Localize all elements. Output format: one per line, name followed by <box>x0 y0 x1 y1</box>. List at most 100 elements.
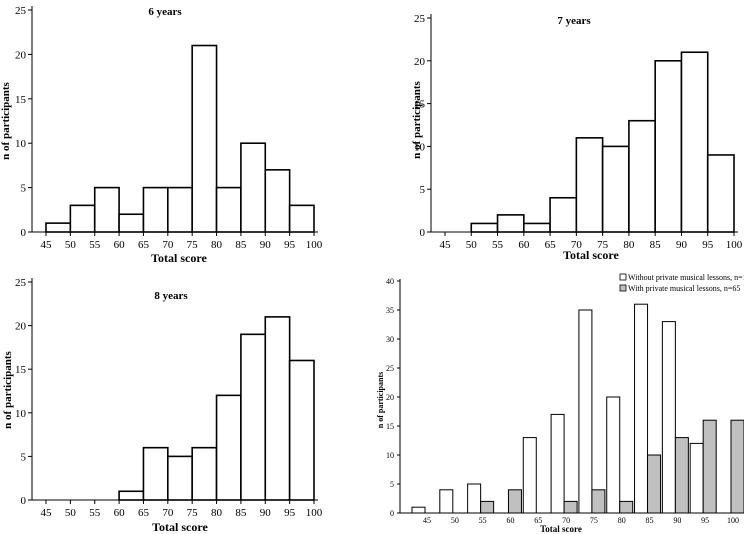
y-tick-label: 5 <box>21 451 27 463</box>
x-tick-label: 90 <box>260 507 272 519</box>
y-tick-label: 0 <box>21 495 27 507</box>
x-tick-label: 85 <box>235 239 247 251</box>
legend-label: With private musical lessons, n=65 <box>628 284 740 293</box>
y-tick-label: 40 <box>386 277 394 286</box>
chart-title: 6 years <box>148 6 182 18</box>
x-axis-label: Total score <box>151 251 207 265</box>
histogram-bar <box>496 214 525 233</box>
x-tick-label: 80 <box>618 516 626 525</box>
chart-title: 7 years <box>557 15 591 27</box>
x-axis-label: Total score <box>540 524 582 534</box>
histogram-bar <box>118 213 145 233</box>
y-tick-label: 25 <box>15 277 27 289</box>
legend-label: Without private musical lessons, n=180 <box>628 273 744 282</box>
x-tick-label: 100 <box>306 507 323 519</box>
bar-with-lessons <box>480 500 495 514</box>
x-tick-label: 100 <box>306 239 323 251</box>
histogram-panel-1: 0 5 10 15 20 25 45 50 55 60 65 70 75 80 85 90 95 100 6 yea… <box>0 5 323 265</box>
x-tick-label: 95 <box>702 239 714 251</box>
x-tick-label: 50 <box>65 239 77 251</box>
x-tick-label: 85 <box>646 516 654 525</box>
y-tick-label: 0 <box>21 227 27 239</box>
y-tick-label: 5 <box>420 184 426 196</box>
histogram-panel-3: 0 5 10 15 20 25 45 50 55 60 65 70 75 80 85 90 95 100 8 yea… <box>2 277 323 534</box>
bar-with-lessons <box>591 489 606 514</box>
histogram-bar <box>549 196 578 233</box>
x-axis-label: Total score <box>563 248 619 262</box>
histogram-bar <box>601 145 630 233</box>
x-tick-label: 60 <box>506 516 514 525</box>
histogram-bar <box>264 316 291 501</box>
bar-without-lessons <box>467 483 482 514</box>
x-tick-label: 90 <box>260 239 272 251</box>
y-tick-label: 15 <box>386 422 394 431</box>
x-tick-label: 95 <box>284 239 296 251</box>
x-tick-label: 70 <box>162 239 174 251</box>
x-tick-label: 60 <box>114 507 126 519</box>
histogram-bar <box>628 119 656 233</box>
bar-with-lessons <box>730 419 744 514</box>
x-tick-label: 75 <box>590 516 598 525</box>
histogram-bar <box>523 222 551 233</box>
histogram-bar <box>191 446 218 501</box>
histogram-panel-2: 0 5 10 15 20 25 45 50 55 60 65 70 75 80 85 90 95 100 7 yea… <box>411 13 743 262</box>
histogram-bar <box>240 142 267 233</box>
legend-swatch <box>619 284 627 292</box>
histogram-bar <box>118 490 145 501</box>
bar-without-lessons <box>606 396 621 514</box>
y-tick-label: 10 <box>15 408 27 420</box>
y-tick-label: 15 <box>15 94 27 106</box>
y-tick-label: 25 <box>414 13 426 25</box>
y-tick-label: 20 <box>15 49 27 61</box>
bar-without-lessons <box>522 437 537 514</box>
x-tick-label: 65 <box>138 507 150 519</box>
y-axis-label: n of participants <box>0 81 12 159</box>
histogram-bar <box>215 186 242 233</box>
histogram-bar <box>142 446 169 501</box>
y-tick-label: 10 <box>414 141 426 153</box>
y-tick-label: 25 <box>386 364 394 373</box>
grouped-bar-panel: 0 5 10 15 20 25 30 35 40 45 50 55 60 65 70 75 80 85 90 95 10… <box>376 273 744 534</box>
bar-without-lessons <box>634 303 649 514</box>
histogram-bar <box>69 204 96 233</box>
x-axis-label: Total score <box>152 520 208 534</box>
histogram-bar <box>680 51 709 233</box>
x-tick-label: 100 <box>727 516 739 525</box>
x-tick-label: 70 <box>571 239 583 251</box>
bar-with-lessons <box>619 500 634 514</box>
y-tick-label: 30 <box>386 335 394 344</box>
x-tick-label: 100 <box>726 239 743 251</box>
y-tick-label: 10 <box>15 138 27 150</box>
chart-title: 8 years <box>154 290 188 302</box>
y-tick-label: 35 <box>386 306 394 315</box>
bar-with-lessons <box>647 454 662 514</box>
x-tick-label: 75 <box>187 507 199 519</box>
x-tick-label: 95 <box>284 507 296 519</box>
y-tick-label: 25 <box>15 5 27 17</box>
histogram-bar <box>264 169 291 233</box>
x-tick-label: 55 <box>492 239 504 251</box>
y-axis-label: n of participants <box>411 80 423 158</box>
histogram-bar <box>142 186 169 233</box>
bar-with-lessons <box>507 489 522 514</box>
bar-without-lessons <box>661 321 676 514</box>
x-tick-label: 55 <box>89 507 101 519</box>
x-tick-label: 75 <box>597 239 609 251</box>
bar-without-lessons <box>578 309 593 514</box>
bar-without-lessons <box>439 489 454 514</box>
y-tick-label: 0 <box>420 227 426 239</box>
y-axis-label: n of participants <box>376 372 385 428</box>
histogram-bar <box>45 222 72 233</box>
x-tick-label: 65 <box>545 239 557 251</box>
histogram-bar <box>240 333 267 501</box>
x-tick-label: 95 <box>701 516 709 525</box>
y-tick-label: 20 <box>414 56 426 68</box>
histogram-bar <box>575 137 604 233</box>
x-tick-label: 50 <box>65 507 77 519</box>
x-tick-label: 55 <box>479 516 487 525</box>
x-tick-label: 85 <box>235 507 247 519</box>
histogram-bar <box>706 154 735 233</box>
histogram-bar <box>167 455 193 501</box>
bar-with-lessons <box>702 419 717 514</box>
